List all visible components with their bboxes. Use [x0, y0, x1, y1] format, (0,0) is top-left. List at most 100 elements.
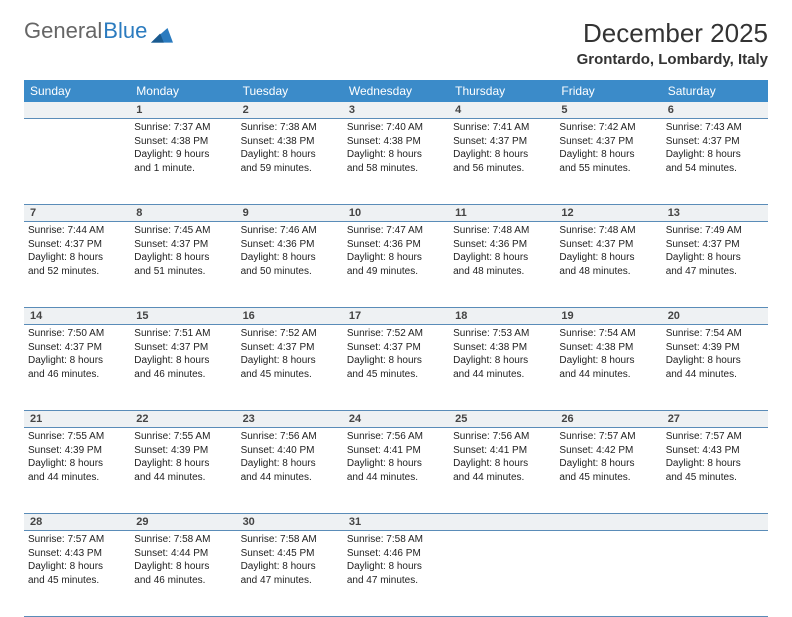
sunrise-text: Sunrise: 7:40 AM — [347, 121, 445, 135]
sunrise-text: Sunrise: 7:58 AM — [347, 533, 445, 547]
calendar-table: Sunday Monday Tuesday Wednesday Thursday… — [24, 80, 768, 617]
calendar-body: 123456Sunrise: 7:37 AMSunset: 4:38 PMDay… — [24, 102, 768, 617]
day-content-cell: Sunrise: 7:46 AMSunset: 4:36 PMDaylight:… — [237, 222, 343, 308]
day2-text: and 44 minutes. — [453, 471, 551, 485]
day-content-cell — [449, 531, 555, 617]
day2-text: and 52 minutes. — [28, 265, 126, 279]
weekday-header-row: Sunday Monday Tuesday Wednesday Thursday… — [24, 80, 768, 102]
day-content-cell — [555, 531, 661, 617]
sunset-text: Sunset: 4:37 PM — [134, 341, 232, 355]
day-number-cell: 25 — [449, 411, 555, 428]
sunrise-text: Sunrise: 7:56 AM — [453, 430, 551, 444]
day1-text: Daylight: 8 hours — [453, 354, 551, 368]
day2-text: and 48 minutes. — [453, 265, 551, 279]
day-number-cell — [24, 102, 130, 119]
day1-text: Daylight: 8 hours — [28, 560, 126, 574]
sunrise-text: Sunrise: 7:48 AM — [453, 224, 551, 238]
day-content-cell: Sunrise: 7:43 AMSunset: 4:37 PMDaylight:… — [662, 119, 768, 205]
day-content-cell: Sunrise: 7:54 AMSunset: 4:39 PMDaylight:… — [662, 325, 768, 411]
day-number-cell — [662, 514, 768, 531]
sunrise-text: Sunrise: 7:57 AM — [28, 533, 126, 547]
sunset-text: Sunset: 4:43 PM — [28, 547, 126, 561]
day-content-cell: Sunrise: 7:55 AMSunset: 4:39 PMDaylight:… — [130, 428, 236, 514]
day-number-cell: 20 — [662, 308, 768, 325]
sunset-text: Sunset: 4:37 PM — [28, 341, 126, 355]
day1-text: Daylight: 8 hours — [28, 251, 126, 265]
day1-text: Daylight: 8 hours — [28, 354, 126, 368]
day1-text: Daylight: 8 hours — [241, 560, 339, 574]
day2-text: and 44 minutes. — [28, 471, 126, 485]
sunrise-text: Sunrise: 7:54 AM — [666, 327, 764, 341]
page-header: General Blue December 2025 Grontardo, Lo… — [0, 0, 792, 74]
day-number-row: 28293031 — [24, 514, 768, 531]
day-number-row: 14151617181920 — [24, 308, 768, 325]
day-number-cell: 15 — [130, 308, 236, 325]
day-number-cell: 31 — [343, 514, 449, 531]
brand-word2: Blue — [103, 18, 147, 44]
day1-text: Daylight: 8 hours — [453, 251, 551, 265]
day-number-cell: 10 — [343, 205, 449, 222]
sunset-text: Sunset: 4:46 PM — [347, 547, 445, 561]
sunrise-text: Sunrise: 7:45 AM — [134, 224, 232, 238]
day2-text: and 48 minutes. — [559, 265, 657, 279]
weekday-header: Thursday — [449, 80, 555, 102]
weekday-header: Friday — [555, 80, 661, 102]
day-number-cell: 24 — [343, 411, 449, 428]
day-number-cell: 5 — [555, 102, 661, 119]
day2-text: and 55 minutes. — [559, 162, 657, 176]
day-number-cell: 21 — [24, 411, 130, 428]
day-number-row: 21222324252627 — [24, 411, 768, 428]
day2-text: and 44 minutes. — [453, 368, 551, 382]
sunset-text: Sunset: 4:36 PM — [453, 238, 551, 252]
day2-text: and 44 minutes. — [347, 471, 445, 485]
sunrise-text: Sunrise: 7:58 AM — [241, 533, 339, 547]
day-number-cell: 29 — [130, 514, 236, 531]
day1-text: Daylight: 8 hours — [347, 251, 445, 265]
sunrise-text: Sunrise: 7:44 AM — [28, 224, 126, 238]
day2-text: and 45 minutes. — [28, 574, 126, 588]
sunrise-text: Sunrise: 7:41 AM — [453, 121, 551, 135]
day2-text: and 45 minutes. — [666, 471, 764, 485]
day1-text: Daylight: 8 hours — [666, 457, 764, 471]
day-content-cell: Sunrise: 7:54 AMSunset: 4:38 PMDaylight:… — [555, 325, 661, 411]
day-number-cell: 1 — [130, 102, 236, 119]
day2-text: and 51 minutes. — [134, 265, 232, 279]
sunset-text: Sunset: 4:44 PM — [134, 547, 232, 561]
day-content-cell: Sunrise: 7:56 AMSunset: 4:41 PMDaylight:… — [343, 428, 449, 514]
sunrise-text: Sunrise: 7:55 AM — [28, 430, 126, 444]
day2-text: and 50 minutes. — [241, 265, 339, 279]
sunset-text: Sunset: 4:37 PM — [28, 238, 126, 252]
day2-text: and 44 minutes. — [241, 471, 339, 485]
day-content-cell: Sunrise: 7:58 AMSunset: 4:44 PMDaylight:… — [130, 531, 236, 617]
sunrise-text: Sunrise: 7:49 AM — [666, 224, 764, 238]
day-content-cell: Sunrise: 7:58 AMSunset: 4:45 PMDaylight:… — [237, 531, 343, 617]
sunset-text: Sunset: 4:37 PM — [559, 238, 657, 252]
sunrise-text: Sunrise: 7:48 AM — [559, 224, 657, 238]
sunset-text: Sunset: 4:38 PM — [134, 135, 232, 149]
day-number-cell: 18 — [449, 308, 555, 325]
month-title: December 2025 — [577, 18, 768, 49]
sunset-text: Sunset: 4:37 PM — [559, 135, 657, 149]
sunset-text: Sunset: 4:37 PM — [347, 341, 445, 355]
sunset-text: Sunset: 4:38 PM — [559, 341, 657, 355]
day-content-cell: Sunrise: 7:48 AMSunset: 4:37 PMDaylight:… — [555, 222, 661, 308]
day-content-cell: Sunrise: 7:38 AMSunset: 4:38 PMDaylight:… — [237, 119, 343, 205]
day-number-cell: 27 — [662, 411, 768, 428]
day-number-cell: 2 — [237, 102, 343, 119]
day2-text: and 47 minutes. — [241, 574, 339, 588]
sunrise-text: Sunrise: 7:57 AM — [559, 430, 657, 444]
sunset-text: Sunset: 4:40 PM — [241, 444, 339, 458]
sunset-text: Sunset: 4:37 PM — [134, 238, 232, 252]
weekday-header: Wednesday — [343, 80, 449, 102]
day1-text: Daylight: 8 hours — [666, 148, 764, 162]
day-content-row: Sunrise: 7:50 AMSunset: 4:37 PMDaylight:… — [24, 325, 768, 411]
weekday-header: Monday — [130, 80, 236, 102]
sunset-text: Sunset: 4:38 PM — [453, 341, 551, 355]
day1-text: Daylight: 8 hours — [559, 251, 657, 265]
sunrise-text: Sunrise: 7:52 AM — [347, 327, 445, 341]
day1-text: Daylight: 8 hours — [559, 354, 657, 368]
day-number-cell: 11 — [449, 205, 555, 222]
day-content-cell: Sunrise: 7:45 AMSunset: 4:37 PMDaylight:… — [130, 222, 236, 308]
day1-text: Daylight: 8 hours — [347, 148, 445, 162]
sunset-text: Sunset: 4:42 PM — [559, 444, 657, 458]
